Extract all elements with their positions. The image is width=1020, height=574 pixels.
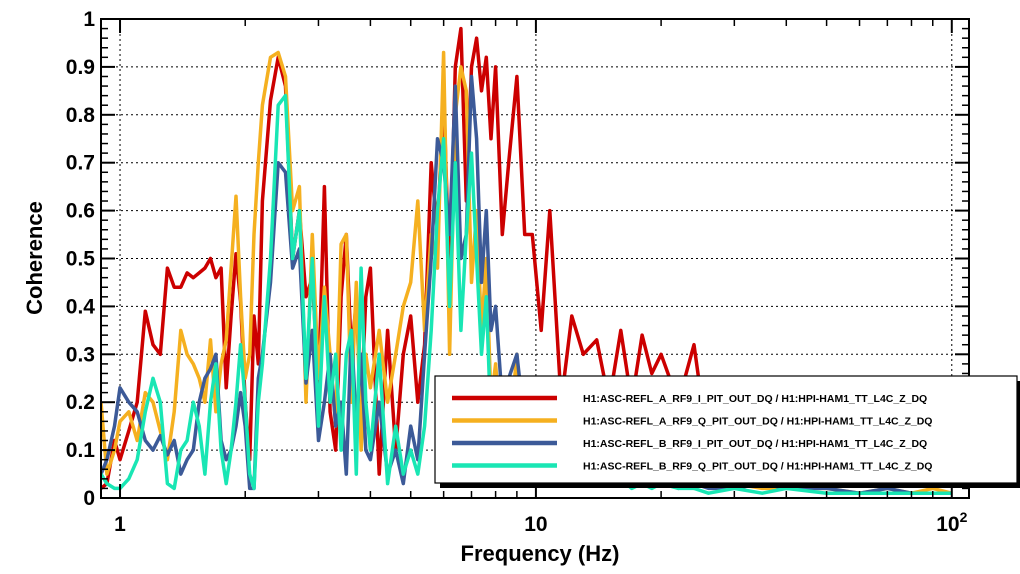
legend-label-3: H1:ASC-REFL_B_RF9_I_PIT_OUT_DQ / H1:HPI-…: [583, 438, 927, 450]
y-tick-label: 0.6: [66, 200, 95, 223]
y-tick-label: 0.2: [66, 391, 95, 414]
y-tick-label: 0.3: [66, 343, 95, 366]
y-tick-label: 0.7: [66, 152, 95, 175]
y-tick-label: 0.9: [66, 56, 95, 79]
y-tick-label: 0.8: [66, 104, 96, 127]
y-tick-label: 0.4: [66, 295, 96, 318]
x-axis-title: Frequency (Hz): [461, 541, 620, 566]
legend-label-4: H1:ASC-REFL_B_RF9_Q_PIT_OUT_DQ / H1:HPI-…: [583, 461, 932, 473]
legend-label-1: H1:ASC-REFL_A_RF9_I_PIT_OUT_DQ / H1:HPI-…: [583, 393, 927, 405]
axis-tick-labels: 00.10.20.30.40.50.60.70.80.911 10 102: [66, 8, 968, 536]
x-tick-label: 10: [524, 513, 547, 536]
x-tick-label: 1: [114, 513, 126, 536]
legend: H1:ASC-REFL_A_RF9_I_PIT_OUT_DQ / H1:HPI-…: [434, 375, 1020, 488]
y-tick-label: 1: [83, 8, 95, 31]
x-tick-label-exponent: 2: [960, 509, 968, 525]
y-tick-label: 0.1: [66, 439, 96, 462]
y-tick-label: 0: [83, 487, 95, 510]
series-line-1: [101, 26, 953, 490]
y-tick-label: 0.5: [66, 248, 96, 271]
legend-label-2: H1:ASC-REFL_A_RF9_Q_PIT_OUT_DQ / H1:HPI-…: [583, 416, 932, 428]
y-axis-title: Coherence: [22, 201, 47, 315]
